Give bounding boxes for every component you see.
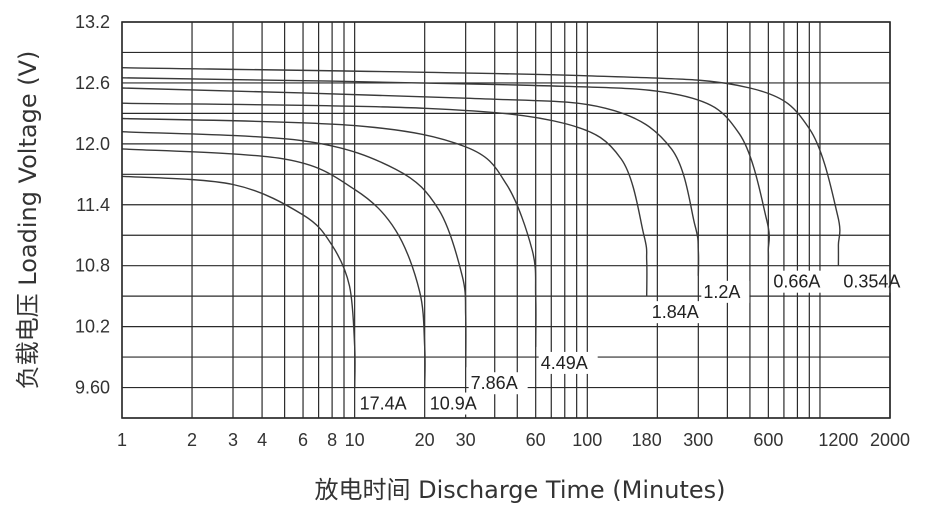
- series-label-background: [357, 392, 417, 415]
- x-tick-label: 2000: [870, 430, 910, 450]
- series-label-background: [771, 270, 831, 293]
- y-tick-label: 9.60: [75, 378, 110, 398]
- x-tick-label: 600: [753, 430, 783, 450]
- x-tick-label: 30: [456, 430, 476, 450]
- y-tick-label: 12.6: [75, 73, 110, 93]
- x-tick-label: 1200: [818, 430, 858, 450]
- ticks: 13.2 12.6 12.0 11.4 10.8 10.2 9.60 1 2 3 4 6 8 10 20 30…: [75, 12, 910, 450]
- curves: [121, 67, 841, 388]
- series-label: 1.84A: [652, 302, 699, 322]
- series-line: [121, 131, 467, 368]
- y-tick-label: 10.8: [75, 256, 110, 276]
- series-label: 4.49A: [541, 353, 588, 373]
- x-tick-label: 100: [572, 430, 602, 450]
- x-tick-label: 2: [187, 430, 197, 450]
- grid: [121, 21, 891, 419]
- y-tick-label: 11.4: [76, 195, 110, 215]
- series-line: [121, 117, 537, 347]
- x-tick-label: 10: [345, 430, 365, 450]
- series-label-background: [468, 372, 528, 395]
- series-label-background: [649, 301, 709, 324]
- x-tick-label: 180: [632, 430, 662, 450]
- series-line: [121, 175, 356, 388]
- series-line: [121, 67, 841, 266]
- series-label: 0.66A: [773, 272, 820, 292]
- x-axis-label: 放电时间 Discharge Time (Minutes): [314, 476, 725, 504]
- series-label-background: [427, 392, 487, 415]
- y-axis-label: 负载电压 Loading Voltage (V): [14, 51, 42, 390]
- x-tick-label: 1: [117, 430, 127, 450]
- x-tick-label: 4: [257, 430, 267, 450]
- series-line: [121, 148, 426, 388]
- x-tick-label: 3: [228, 430, 238, 450]
- y-tick-label: 13.2: [75, 12, 110, 32]
- x-tick-label: 300: [683, 430, 713, 450]
- series-label: 17.4A: [360, 394, 407, 414]
- series-label-background: [538, 351, 598, 374]
- series-label-background: [701, 280, 750, 303]
- y-tick-label: 10.2: [75, 317, 110, 337]
- series-line: [121, 102, 648, 297]
- x-tick-label: 60: [526, 430, 546, 450]
- series-label-background: [841, 270, 912, 293]
- series-line: [121, 87, 700, 276]
- x-tick-label: 8: [327, 430, 337, 450]
- x-tick-label: 20: [415, 430, 435, 450]
- series-label: 0.354A: [843, 272, 900, 292]
- series-line: [121, 77, 770, 266]
- series-label: 10.9A: [430, 394, 477, 414]
- x-tick-label: 6: [298, 430, 308, 450]
- plot-frame: [121, 21, 891, 419]
- y-tick-label: 12.0: [75, 134, 110, 154]
- series-label: 1.2A: [703, 282, 740, 302]
- series-label: 7.86A: [471, 373, 518, 393]
